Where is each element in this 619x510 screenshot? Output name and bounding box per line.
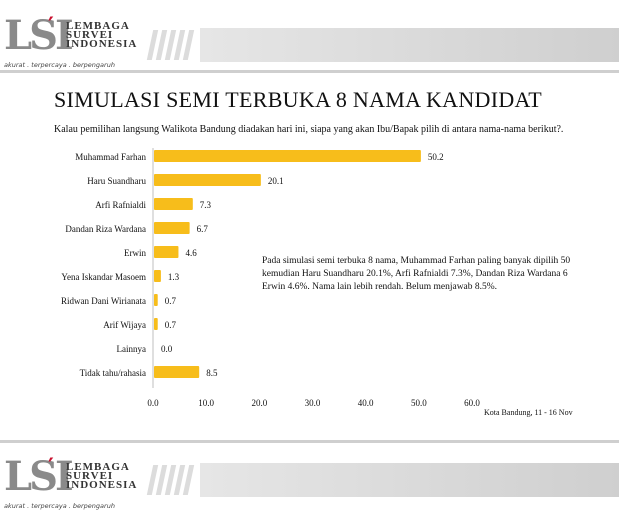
bar (154, 270, 161, 282)
summary-note-line: kemudian Haru Suandharu 20.1%, Arfi Rafn… (262, 269, 568, 279)
survey-question: Kalau pemilihan langsung Walikota Bandun… (54, 124, 564, 135)
logo-text: LEMBAGA SURVEI INDONESIA (66, 461, 138, 491)
logo-tagline: akurat . terpercaya . berpengaruh (4, 502, 115, 510)
bar (154, 222, 190, 234)
value-label: 0.0 (161, 344, 173, 354)
value-label: 50.2 (428, 152, 444, 162)
value-label: 8.5 (206, 368, 218, 378)
x-tick-label: 0.0 (147, 398, 159, 408)
slide-title: SIMULASI SEMI TERBUKA 8 NAMA KANDIDAT (54, 87, 542, 112)
bar (154, 318, 158, 330)
bar-chart: Muhammad Farhan 50.2 Haru Suandharu 20.1 Arf… (61, 148, 480, 408)
header-band (200, 463, 619, 497)
bar (154, 198, 193, 210)
survey-location-date: Kota Bandung, 11 - 16 Nov (484, 408, 573, 417)
lsi-logo-mark-icon: LSI ′ (4, 12, 74, 59)
logo-line3: INDONESIA (66, 479, 138, 491)
x-tick-label: 20.0 (251, 398, 267, 408)
logo-line2: SURVEI (66, 29, 114, 41)
logo-text: LEMBAGA SURVEI INDONESIA (66, 20, 138, 50)
summary-note: Pada simulasi semi terbuka 8 nama, Muham… (262, 255, 619, 294)
bar (154, 174, 261, 186)
category-label: Ridwan Dani Wirianata (61, 296, 146, 306)
category-label: Haru Suandharu (87, 176, 146, 186)
logo-line3: INDONESIA (66, 38, 138, 50)
x-tick-label: 10.0 (198, 398, 214, 408)
category-label: Dandan Riza Wardana (65, 224, 146, 234)
decorative-stripes-icon (146, 465, 195, 495)
value-label: 1.3 (168, 272, 180, 282)
decorative-stripes-icon (146, 30, 195, 60)
bar (154, 246, 179, 258)
bottom-header: LSI ′ LEMBAGA SURVEI INDONESIA akurat . t… (0, 440, 619, 510)
value-label: 7.3 (200, 200, 212, 210)
logo-line1: LEMBAGA (66, 20, 130, 32)
bar (154, 294, 158, 306)
category-label: Yena Iskandar Masoem (61, 272, 146, 282)
summary-note-line: Pada simulasi semi terbuka 8 nama, Muham… (262, 256, 571, 266)
logo-tagline: akurat . terpercaya . berpengaruh (4, 61, 115, 69)
value-label: 0.7 (165, 320, 177, 330)
category-label: Lainnya (117, 344, 147, 354)
x-tick-label: 50.0 (411, 398, 427, 408)
x-tick-label: 60.0 (464, 398, 480, 408)
category-label: Erwin (124, 248, 146, 258)
bar (154, 150, 421, 162)
top-header: LSI ′ LEMBAGA SURVEI INDONESIA akurat . t… (0, 0, 619, 73)
value-label: 4.6 (185, 248, 197, 258)
category-label: Tidak tahu/rahasia (80, 368, 146, 378)
value-label: 6.7 (197, 224, 209, 234)
logo-line1: LEMBAGA (66, 461, 130, 473)
lsi-logo: LSI ′ LEMBAGA SURVEI INDONESIA akurat . t… (4, 10, 144, 69)
x-tick-label: 30.0 (305, 398, 321, 408)
value-label: 20.1 (268, 176, 284, 186)
x-tick-label: 40.0 (358, 398, 374, 408)
summary-note-line: Erwin 4.6%. Nama lain lebih rendah. Belu… (262, 282, 498, 292)
value-label: 0.7 (165, 296, 177, 306)
bar (154, 366, 200, 378)
category-label: Muhammad Farhan (75, 152, 146, 162)
lsi-logo-mark-icon: LSI ′ (4, 453, 74, 500)
lsi-logo: LSI ′ LEMBAGA SURVEI INDONESIA akurat . t… (4, 451, 144, 510)
logo-line2: SURVEI (66, 470, 114, 482)
category-label: Arfi Rafnialdi (95, 200, 146, 210)
category-label: Arif Wijaya (103, 320, 146, 330)
header-band (200, 28, 619, 62)
